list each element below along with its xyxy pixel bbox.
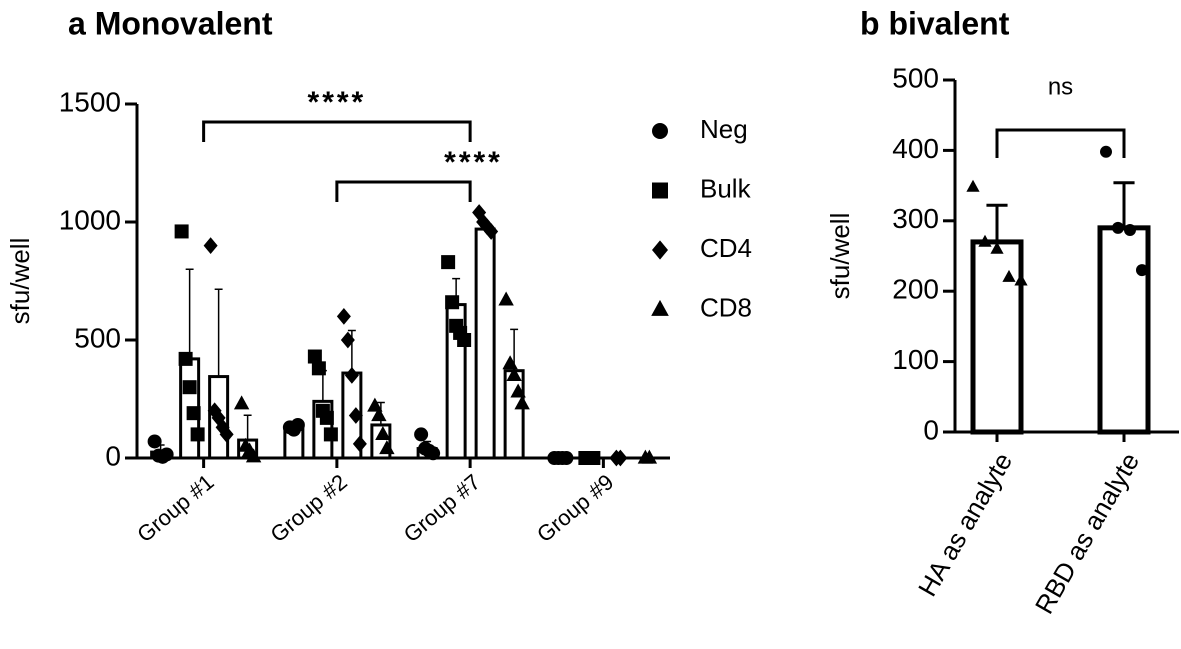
error-bar <box>214 288 223 377</box>
point <box>441 255 456 270</box>
y-axis-label: sfu/well <box>5 238 35 325</box>
point <box>245 448 262 463</box>
point <box>966 179 980 192</box>
point <box>1112 221 1124 234</box>
y-tick-label: 0 <box>105 440 121 471</box>
point <box>375 426 391 440</box>
point <box>1136 264 1148 277</box>
panel-title: a Monovalent <box>68 5 273 41</box>
point <box>311 361 326 376</box>
x-tick-label: HA as analyte <box>912 447 1018 601</box>
point <box>323 427 338 442</box>
point <box>641 449 658 464</box>
significance-label: **** <box>308 86 367 119</box>
legend-label: CD4 <box>700 233 752 263</box>
point <box>1124 223 1136 236</box>
point <box>336 308 351 325</box>
point <box>498 291 514 306</box>
point <box>182 380 197 395</box>
point <box>502 355 518 370</box>
point <box>319 410 334 425</box>
bar <box>503 369 525 460</box>
x-tick-label: Group #9 <box>532 469 618 547</box>
significance-label: **** <box>444 146 503 179</box>
legend-label: Neg <box>700 114 748 144</box>
significance-label: ns <box>1048 73 1073 100</box>
point <box>990 241 1004 254</box>
point <box>1014 273 1028 286</box>
point <box>559 451 574 465</box>
point <box>652 240 668 260</box>
point <box>340 331 355 349</box>
point <box>186 406 201 421</box>
y-tick-label: 0 <box>923 414 939 445</box>
point <box>348 407 363 424</box>
point <box>652 182 668 199</box>
point <box>344 367 359 384</box>
bar <box>474 227 496 460</box>
y-tick-label: 1500 <box>59 86 121 117</box>
point <box>472 204 487 221</box>
significance-bracket <box>202 120 472 142</box>
error-bar <box>185 268 194 359</box>
x-tick-label: Group #7 <box>399 469 485 547</box>
point <box>379 440 395 455</box>
point <box>190 427 205 442</box>
point <box>215 418 230 436</box>
point <box>174 224 189 239</box>
point <box>307 349 322 364</box>
point <box>484 223 499 240</box>
point <box>426 446 441 461</box>
y-tick-label: 1000 <box>59 204 121 235</box>
point <box>159 447 174 462</box>
point <box>211 409 226 427</box>
point <box>514 395 530 410</box>
point <box>1002 269 1016 282</box>
point <box>233 395 250 410</box>
significance-bracket <box>995 128 1126 158</box>
y-tick-label: 500 <box>892 62 939 93</box>
y-tick-label: 200 <box>892 274 939 305</box>
bar <box>970 239 1024 435</box>
point <box>651 299 669 316</box>
y-tick-label: 100 <box>892 344 939 375</box>
x-tick-label: Group #1 <box>132 469 218 547</box>
significance-bracket <box>335 180 472 202</box>
bar <box>1097 225 1151 435</box>
y-tick-label: 300 <box>892 203 939 234</box>
point <box>586 451 601 465</box>
point <box>510 383 526 398</box>
point <box>352 435 367 453</box>
point <box>1100 145 1112 158</box>
legend-label: Bulk <box>700 173 752 203</box>
point <box>978 234 992 247</box>
point <box>219 426 234 443</box>
point <box>147 434 162 449</box>
point <box>178 351 193 366</box>
point <box>414 427 429 442</box>
y-tick-label: 400 <box>892 133 939 164</box>
point <box>371 407 387 422</box>
point <box>290 417 305 432</box>
point <box>506 367 522 381</box>
y-tick-label: 500 <box>74 322 121 353</box>
point <box>203 237 218 254</box>
x-tick-label: RBD as analyte <box>1029 447 1145 618</box>
error-bar <box>986 203 1008 242</box>
y-axis-label: sfu/well <box>825 213 855 300</box>
x-tick-label: Group #2 <box>265 469 351 547</box>
panel-title: b bivalent <box>860 5 1010 41</box>
error-bar <box>243 414 252 441</box>
point <box>613 449 628 467</box>
legend-label: CD8 <box>700 292 752 322</box>
error-bar <box>1113 181 1135 228</box>
point <box>652 123 668 139</box>
point <box>457 333 472 347</box>
point <box>445 295 460 310</box>
